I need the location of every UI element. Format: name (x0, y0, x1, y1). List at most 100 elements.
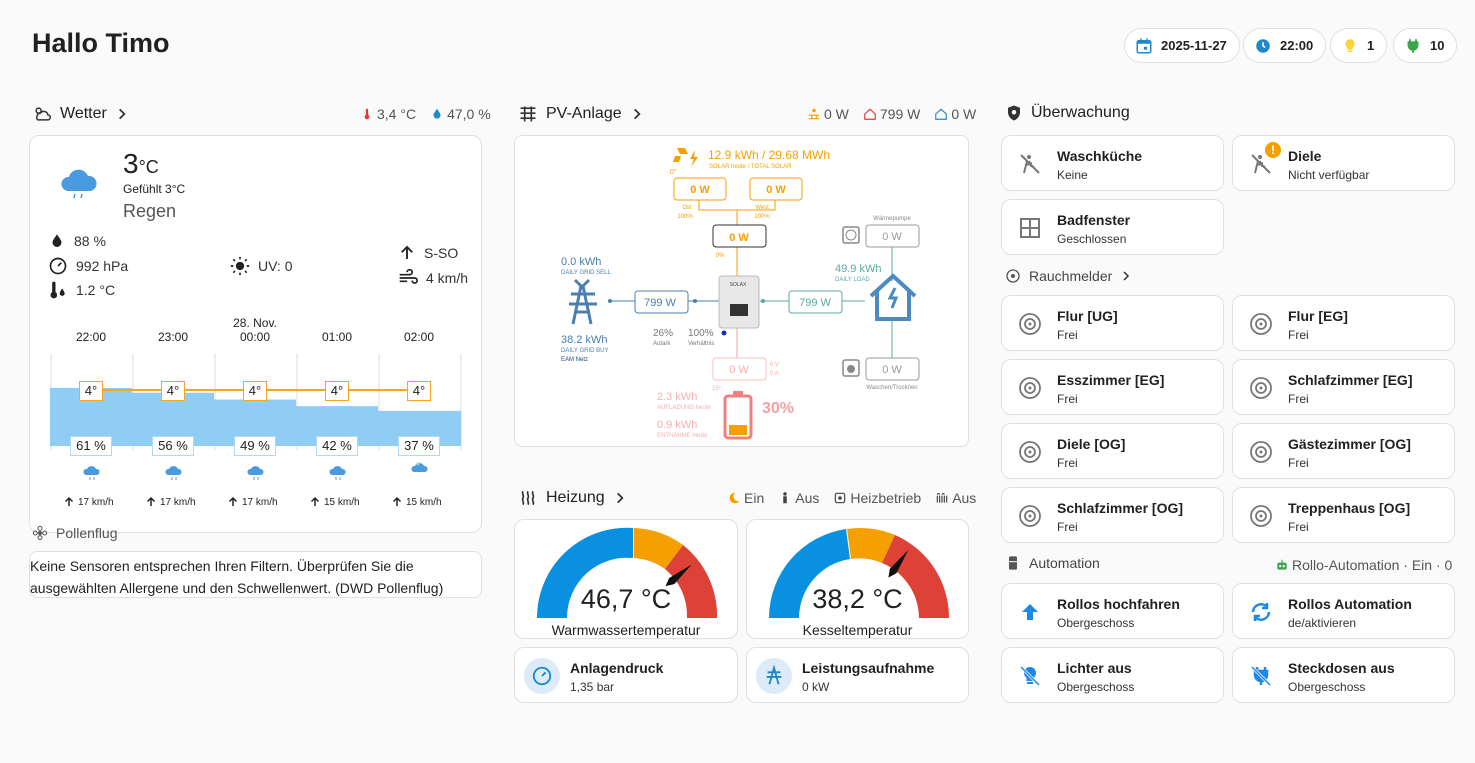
forecast-wind: 15 km/h (309, 496, 360, 508)
automation-tile-rollos-auto[interactable]: Rollos Automation de/aktivieren (1232, 583, 1455, 639)
forecast-time: 02:00 (403, 330, 435, 344)
heating-header[interactable]: Heizung (518, 488, 627, 508)
smoke-title: Rauchmelder (1029, 268, 1113, 284)
pressure-tile[interactable]: Anlagendruck 1,35 bar (514, 647, 738, 703)
battery-current: 0 A (770, 371, 779, 377)
rainy-cloud-icon (61, 169, 97, 199)
battery-power: 0 W (729, 364, 749, 376)
battery-icon (723, 391, 753, 440)
arrow-up-icon (146, 496, 156, 506)
smoke-header[interactable]: Rauchmelder (1005, 268, 1132, 284)
forecast-time: 01:00 (321, 330, 353, 344)
automation-header: Automation (1005, 555, 1100, 571)
grid-sell: 0.0 kWh (561, 256, 601, 268)
smoke-tile[interactable]: Schlafzimmer [EG] Frei (1232, 359, 1455, 415)
moon-sun-icon (729, 492, 740, 504)
smoke-detector-icon (1250, 377, 1272, 399)
forecast-temp: 4° (325, 381, 349, 401)
gauge-icon (49, 257, 67, 275)
smoke-tile[interactable]: Schlafzimmer [OG] Frei (1001, 487, 1224, 543)
forecast-precip: 37 % (398, 436, 440, 456)
automation-title: Automation (1029, 555, 1100, 571)
load-power: 799 W (799, 297, 831, 309)
sun-icon (230, 256, 250, 276)
weather-header[interactable]: Wetter (32, 104, 129, 124)
thermometer-icon (364, 108, 370, 120)
smoke-tile[interactable]: Flur [UG] Frei (1001, 295, 1224, 351)
smoke-tile[interactable]: Treppenhaus [OG] Frei (1232, 487, 1455, 543)
ost-power: 0 W (690, 184, 710, 196)
pv-header[interactable]: PV-Anlage (518, 104, 644, 124)
boiler-icon (835, 492, 846, 504)
battery-temp: 15° (712, 386, 722, 392)
monitoring-title: Überwachung (1031, 104, 1130, 121)
smoke-tile[interactable]: Diele [OG] Frei (1001, 423, 1224, 479)
tile-value: Frei (1057, 328, 1078, 342)
forecast-precip: 61 % (70, 436, 112, 456)
pv-pct: 0% (716, 253, 725, 259)
weather-stats: 3,4 °C 47,0 % (360, 106, 491, 122)
time-chip[interactable]: 22:00 (1243, 28, 1327, 63)
washer-power: 0 W (882, 364, 902, 376)
transmission-tower-icon (569, 278, 597, 325)
tile-value: 1,35 bar (570, 680, 615, 694)
date-label: 2025-11-27 (1161, 38, 1227, 53)
battery-charge-caption: AUFLADUNG heute (657, 405, 711, 411)
pv-flow-diagram: 12.9 kWh / 29.68 MWh SOLAR heute / TOTAL… (561, 148, 920, 440)
weather-card[interactable]: 3°C Gefühlt 3°C Regen 88 % 992 hPa 1.2 °… (29, 135, 482, 533)
automation-tile-lights-off[interactable]: Lichter aus Obergeschoss (1001, 647, 1224, 703)
gauge-value: 46,7 °C (580, 584, 672, 614)
solar-today: 12.9 kWh / 29.68 MWh (708, 148, 830, 162)
monitor-tile-badfenster[interactable]: Badfenster Geschlossen (1001, 199, 1224, 255)
ost-pct: 100% (677, 214, 693, 220)
arrow-up-icon (392, 496, 402, 506)
forecast-temp: 4° (243, 381, 267, 401)
forecast-temp: 4° (79, 381, 103, 401)
smoke-detector-icon (1019, 377, 1041, 399)
robot-icon (1277, 559, 1287, 570)
heatpump-power: 0 W (882, 231, 902, 243)
smoke-tile[interactable]: Gästezimmer [OG] Frei (1232, 423, 1455, 479)
gauge-card-boiler[interactable]: 38,2 °C Kesseltemperatur (746, 519, 969, 639)
autark-label: Autark (653, 341, 671, 347)
forecast-time: 23:00 (157, 330, 189, 344)
ost-label: Ost (682, 205, 692, 211)
forecast-time: 22:00 (75, 330, 107, 344)
page-title: Hallo Timo (32, 28, 170, 58)
home-icon (869, 273, 917, 321)
rainy-cloud-icon (247, 466, 264, 480)
solar-icon (673, 148, 698, 167)
gauge-card-water[interactable]: 46,7 °C Warmwassertemperatur (514, 519, 738, 639)
tile-title: Rollos Automation (1288, 596, 1412, 612)
lights-chip[interactable]: 1 (1330, 28, 1388, 63)
solar-temp: 0° (670, 168, 677, 176)
grid-sell-caption: DAILY GRID SELL (561, 270, 611, 276)
pv-total: 0 W (729, 232, 749, 244)
pressure-row: 992 hPa (48, 256, 128, 276)
power-tile[interactable]: Leistungsaufnahme 0 kW (746, 647, 969, 703)
smoke-tile[interactable]: Flur [EG] Frei (1232, 295, 1455, 351)
heating-status: Ein Aus Heizbetrieb Aus (727, 490, 976, 506)
washer-label: Waschen/Trocknen (866, 385, 917, 391)
smoke-tile[interactable]: Esszimmer [EG] Frei (1001, 359, 1224, 415)
date-chip[interactable]: 2025-11-27 (1124, 28, 1240, 63)
monitor-tile-waschkueche[interactable]: Waschküche Keine (1001, 135, 1224, 191)
automation-tile-rollos-up[interactable]: Rollos hochfahren Obergeschoss (1001, 583, 1224, 639)
pv-card[interactable]: 12.9 kWh / 29.68 MWh SOLAR heute / TOTAL… (514, 135, 969, 447)
battery-discharge: 0.9 kWh (657, 419, 697, 431)
tile-title: Diele (1288, 148, 1322, 164)
tile-value: Frei (1288, 520, 1309, 534)
lightbulb-off-icon (1019, 665, 1041, 687)
plugs-chip[interactable]: 10 (1393, 28, 1458, 63)
smoke-detector-icon (1019, 441, 1041, 463)
home-export-icon (935, 108, 948, 120)
load-kwh: 49.9 kWh (835, 263, 881, 275)
monitor-tile-diele[interactable]: ! Diele Nicht verfügbar (1232, 135, 1455, 191)
forecast-temp: 4° (161, 381, 185, 401)
automation-tile-plugs-off[interactable]: Steckdosen aus Obergeschoss (1232, 647, 1455, 703)
tile-title: Flur [EG] (1288, 308, 1348, 324)
solar-panel-icon (520, 106, 536, 122)
heating-title: Heizung (546, 489, 605, 506)
gauge-value: 38,2 °C (812, 584, 903, 614)
wind-icon (399, 268, 418, 284)
